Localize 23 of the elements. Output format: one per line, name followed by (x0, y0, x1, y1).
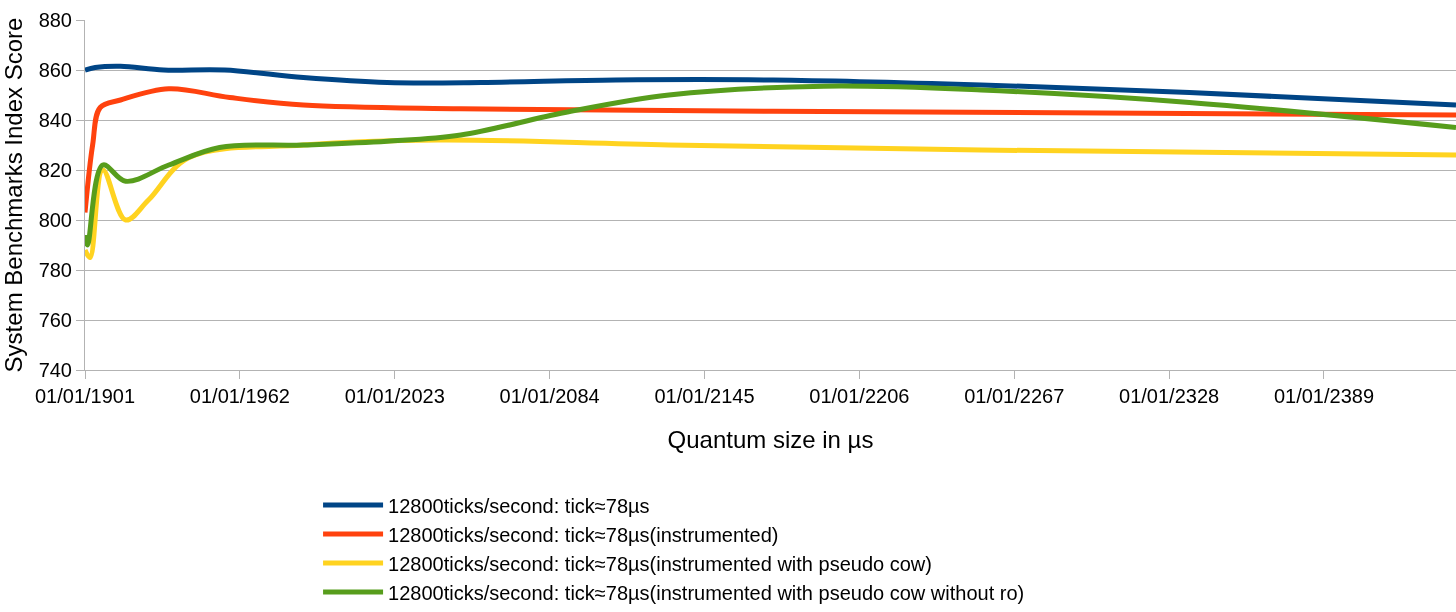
y-tick-label: 760 (38, 309, 72, 331)
x-tick-label: 01/01/1962 (189, 385, 290, 407)
y-tick-label: 880 (38, 9, 72, 31)
y-tick-label: 800 (38, 209, 72, 231)
y-tick-label: 740 (38, 359, 72, 381)
x-axis-title: Quantum size in µs (667, 426, 874, 454)
y-axis-title: System Benchmarks Index Score (0, 17, 27, 373)
x-tick-label: 01/01/2084 (499, 385, 600, 407)
x-tick-label: 01/01/2267 (964, 385, 1065, 407)
x-tick-label: 01/01/1901 (34, 385, 136, 407)
x-tick-label: 01/01/2145 (654, 385, 755, 407)
legend-label: 12800ticks/second: tick≈78µs(instrumented) (388, 523, 779, 546)
legend-label: 12800ticks/second: tick≈78µs(instrumented with pseudo cow) (388, 552, 932, 575)
y-tick-label: 840 (38, 109, 72, 131)
x-tick-label: 01/01/2023 (344, 385, 445, 407)
y-tick-label: 820 (38, 159, 72, 181)
legend-label: 12800ticks/second: tick≈78µs(instrumented with pseudo cow without ro) (388, 581, 1025, 604)
y-tick-label: 780 (38, 259, 72, 281)
x-tick-label: 01/01/2328 (1119, 385, 1220, 407)
x-tick-label: 01/01/2206 (809, 385, 910, 407)
y-tick-label: 860 (38, 59, 72, 81)
x-tick-label: 01/01/2389 (1273, 385, 1375, 407)
legend-label: 12800ticks/second: tick≈78µs (388, 494, 650, 517)
